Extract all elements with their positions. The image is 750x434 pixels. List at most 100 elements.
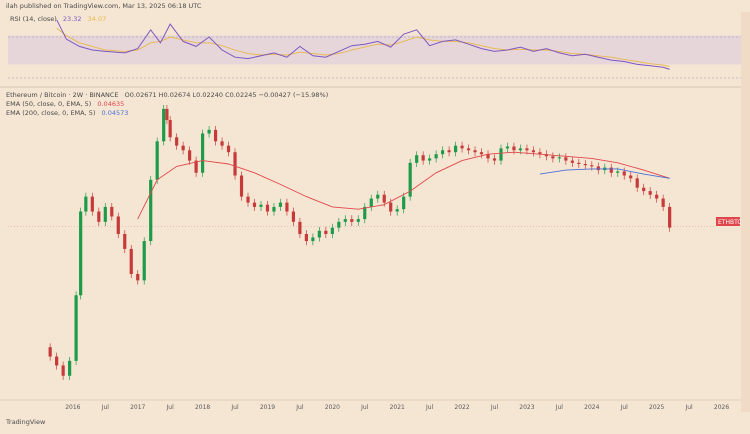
- price-badge-bg: [716, 217, 740, 226]
- candle-body: [428, 158, 432, 161]
- rsi-legend: RSI (14, close) 23.32 34.07: [10, 15, 106, 23]
- candle: [492, 154, 497, 165]
- candle: [538, 148, 542, 159]
- candle-body: [213, 129, 218, 142]
- candle-body: [68, 360, 72, 376]
- candle-body: [116, 216, 120, 235]
- x-tick-label: 2023: [519, 404, 534, 411]
- candle: [298, 217, 302, 239]
- x-tick-label: Jul: [684, 404, 693, 411]
- candle-body: [486, 154, 490, 159]
- candle: [473, 146, 477, 157]
- candle-body: [162, 108, 166, 142]
- candle-body: [369, 198, 373, 207]
- candle: [246, 192, 250, 207]
- right-axis: [741, 12, 750, 412]
- candle: [84, 192, 88, 216]
- candle-body: [265, 204, 270, 212]
- footer-brand: TradingView: [5, 418, 46, 426]
- candle: [466, 144, 471, 155]
- candle: [428, 154, 432, 165]
- candle: [272, 203, 276, 216]
- candles: [48, 104, 672, 380]
- x-tick-label: 2016: [65, 404, 80, 411]
- candle-body: [84, 196, 88, 212]
- candle: [544, 150, 548, 161]
- price-legend-label: Ethereum / Bitcoin · 2W · BINANCE: [6, 91, 119, 99]
- candle: [408, 158, 412, 201]
- candle: [622, 167, 626, 180]
- candle-body: [460, 145, 464, 149]
- candle: [395, 205, 399, 216]
- candle-body: [285, 202, 289, 212]
- candle: [453, 141, 458, 157]
- candle: [259, 200, 263, 212]
- candle: [642, 183, 646, 196]
- candle: [330, 223, 334, 239]
- candle-body: [61, 365, 65, 376]
- candle: [291, 207, 296, 226]
- candle: [337, 217, 341, 232]
- candle-body: [635, 178, 639, 188]
- candle-body: [376, 194, 380, 199]
- candle: [97, 207, 101, 226]
- candle: [188, 146, 192, 165]
- candle-body: [447, 150, 451, 153]
- candle-body: [518, 148, 523, 151]
- candle-body: [492, 158, 497, 161]
- candle: [421, 151, 425, 165]
- candle: [577, 158, 581, 169]
- candle-body: [648, 191, 652, 195]
- candle: [220, 137, 224, 150]
- candle: [369, 194, 373, 212]
- candle-body: [570, 160, 574, 163]
- candle-body: [168, 120, 172, 138]
- candle: [415, 151, 419, 167]
- candle-body: [434, 154, 438, 159]
- candle-body: [382, 194, 386, 203]
- candle: [213, 125, 218, 146]
- candle-body: [129, 248, 133, 274]
- x-tick-label: 2025: [649, 404, 664, 411]
- candle-body: [525, 148, 529, 151]
- candle: [486, 150, 490, 163]
- x-tick-label: 2020: [325, 404, 340, 411]
- candle-body: [661, 198, 665, 207]
- x-tick-label: 2018: [195, 404, 210, 411]
- candle-body: [226, 145, 231, 153]
- candle-body: [389, 202, 393, 212]
- rsi-band: [8, 35, 741, 65]
- candle: [668, 203, 672, 232]
- candle: [324, 226, 328, 239]
- candle-body: [577, 162, 581, 165]
- candle: [165, 104, 169, 125]
- candle-body: [123, 234, 127, 249]
- x-tick-label: Jul: [101, 404, 110, 411]
- ema200-legend-label: EMA (200, close, 0, EMA, 5): [6, 109, 95, 117]
- ema200-legend: EMA (200, close, 0, EMA, 5) 0.04573: [6, 109, 128, 117]
- candle: [479, 148, 484, 159]
- x-tick-label: 2017: [130, 404, 145, 411]
- price-panel: [8, 104, 715, 380]
- candle-body: [194, 160, 198, 173]
- candle-body: [499, 148, 503, 161]
- candle: [116, 212, 120, 239]
- x-tick-label: Jul: [490, 404, 499, 411]
- candle: [207, 125, 211, 138]
- candle-body: [544, 154, 548, 157]
- candle: [110, 203, 114, 221]
- ema200-series: [539, 168, 670, 179]
- candle: [136, 270, 140, 285]
- candle-body: [564, 157, 568, 161]
- candle: [376, 190, 380, 203]
- candle: [74, 291, 78, 365]
- candle: [201, 129, 205, 177]
- candle-body: [551, 156, 555, 159]
- candle: [311, 233, 315, 246]
- candle: [635, 174, 639, 192]
- candle-body: [356, 219, 360, 222]
- candle: [233, 148, 237, 180]
- candle: [149, 175, 153, 246]
- candle: [596, 162, 600, 175]
